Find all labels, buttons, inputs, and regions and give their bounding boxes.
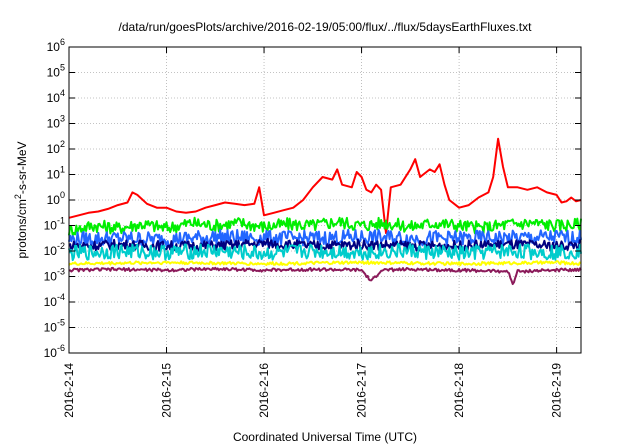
- series-line-1: [68, 216, 582, 237]
- series-line-6: [68, 266, 582, 286]
- x-tick-label: 2016-2-19: [550, 363, 564, 418]
- y-axis: 10-6 10-5 10-4 10-3 10-2 10-1 100 101 102 103 104 1…: [44, 37, 581, 360]
- series-group: [68, 137, 582, 286]
- x-tick-label: 2016-2-14: [62, 363, 76, 418]
- y-tick-label: 103: [47, 114, 65, 131]
- x-axis: 2016-2-14 2016-2-15 2016-2-16 2016-2-17 2016…: [62, 47, 564, 418]
- y-tick-label: 102: [47, 139, 65, 156]
- series-line-4: [68, 242, 582, 262]
- y-tick-label: 10-5: [44, 318, 65, 335]
- series-line-0: [68, 137, 582, 235]
- x-tick-label: 2016-2-15: [160, 363, 174, 418]
- y-axis-label-sup: 2: [13, 194, 23, 199]
- x-axis-label: Coordinated Universal Time (UTC): [233, 430, 417, 444]
- y-axis-label: protons/cm2-s-sr-MeV: [13, 141, 29, 258]
- y-tick-label: 10-6: [44, 343, 65, 360]
- y-tick-label: 10-1: [44, 216, 65, 233]
- y-tick-label: 106: [47, 37, 65, 54]
- y-tick-label: 10-2: [44, 241, 65, 258]
- y-axis-label-pre: protons/cm: [15, 199, 29, 258]
- y-tick-label: 10-3: [44, 267, 65, 284]
- y-tick-label: 104: [47, 88, 65, 105]
- y-tick-label: 101: [47, 165, 65, 182]
- chart-title: /data/run/goesPlots/archive/2016-02-19/0…: [119, 20, 533, 34]
- y-tick-label: 100: [47, 190, 65, 207]
- y-tick-label: 105: [47, 63, 65, 80]
- series-line-5: [68, 260, 582, 267]
- y-tick-label: 10-4: [44, 292, 65, 309]
- y-axis-label-post: -s-sr-MeV: [15, 141, 29, 194]
- grid: [69, 46, 581, 354]
- series-line-2: [68, 228, 582, 248]
- x-tick-label: 2016-2-16: [257, 363, 271, 418]
- x-tick-label: 2016-2-17: [355, 363, 369, 418]
- x-tick-label: 2016-2-18: [452, 363, 466, 418]
